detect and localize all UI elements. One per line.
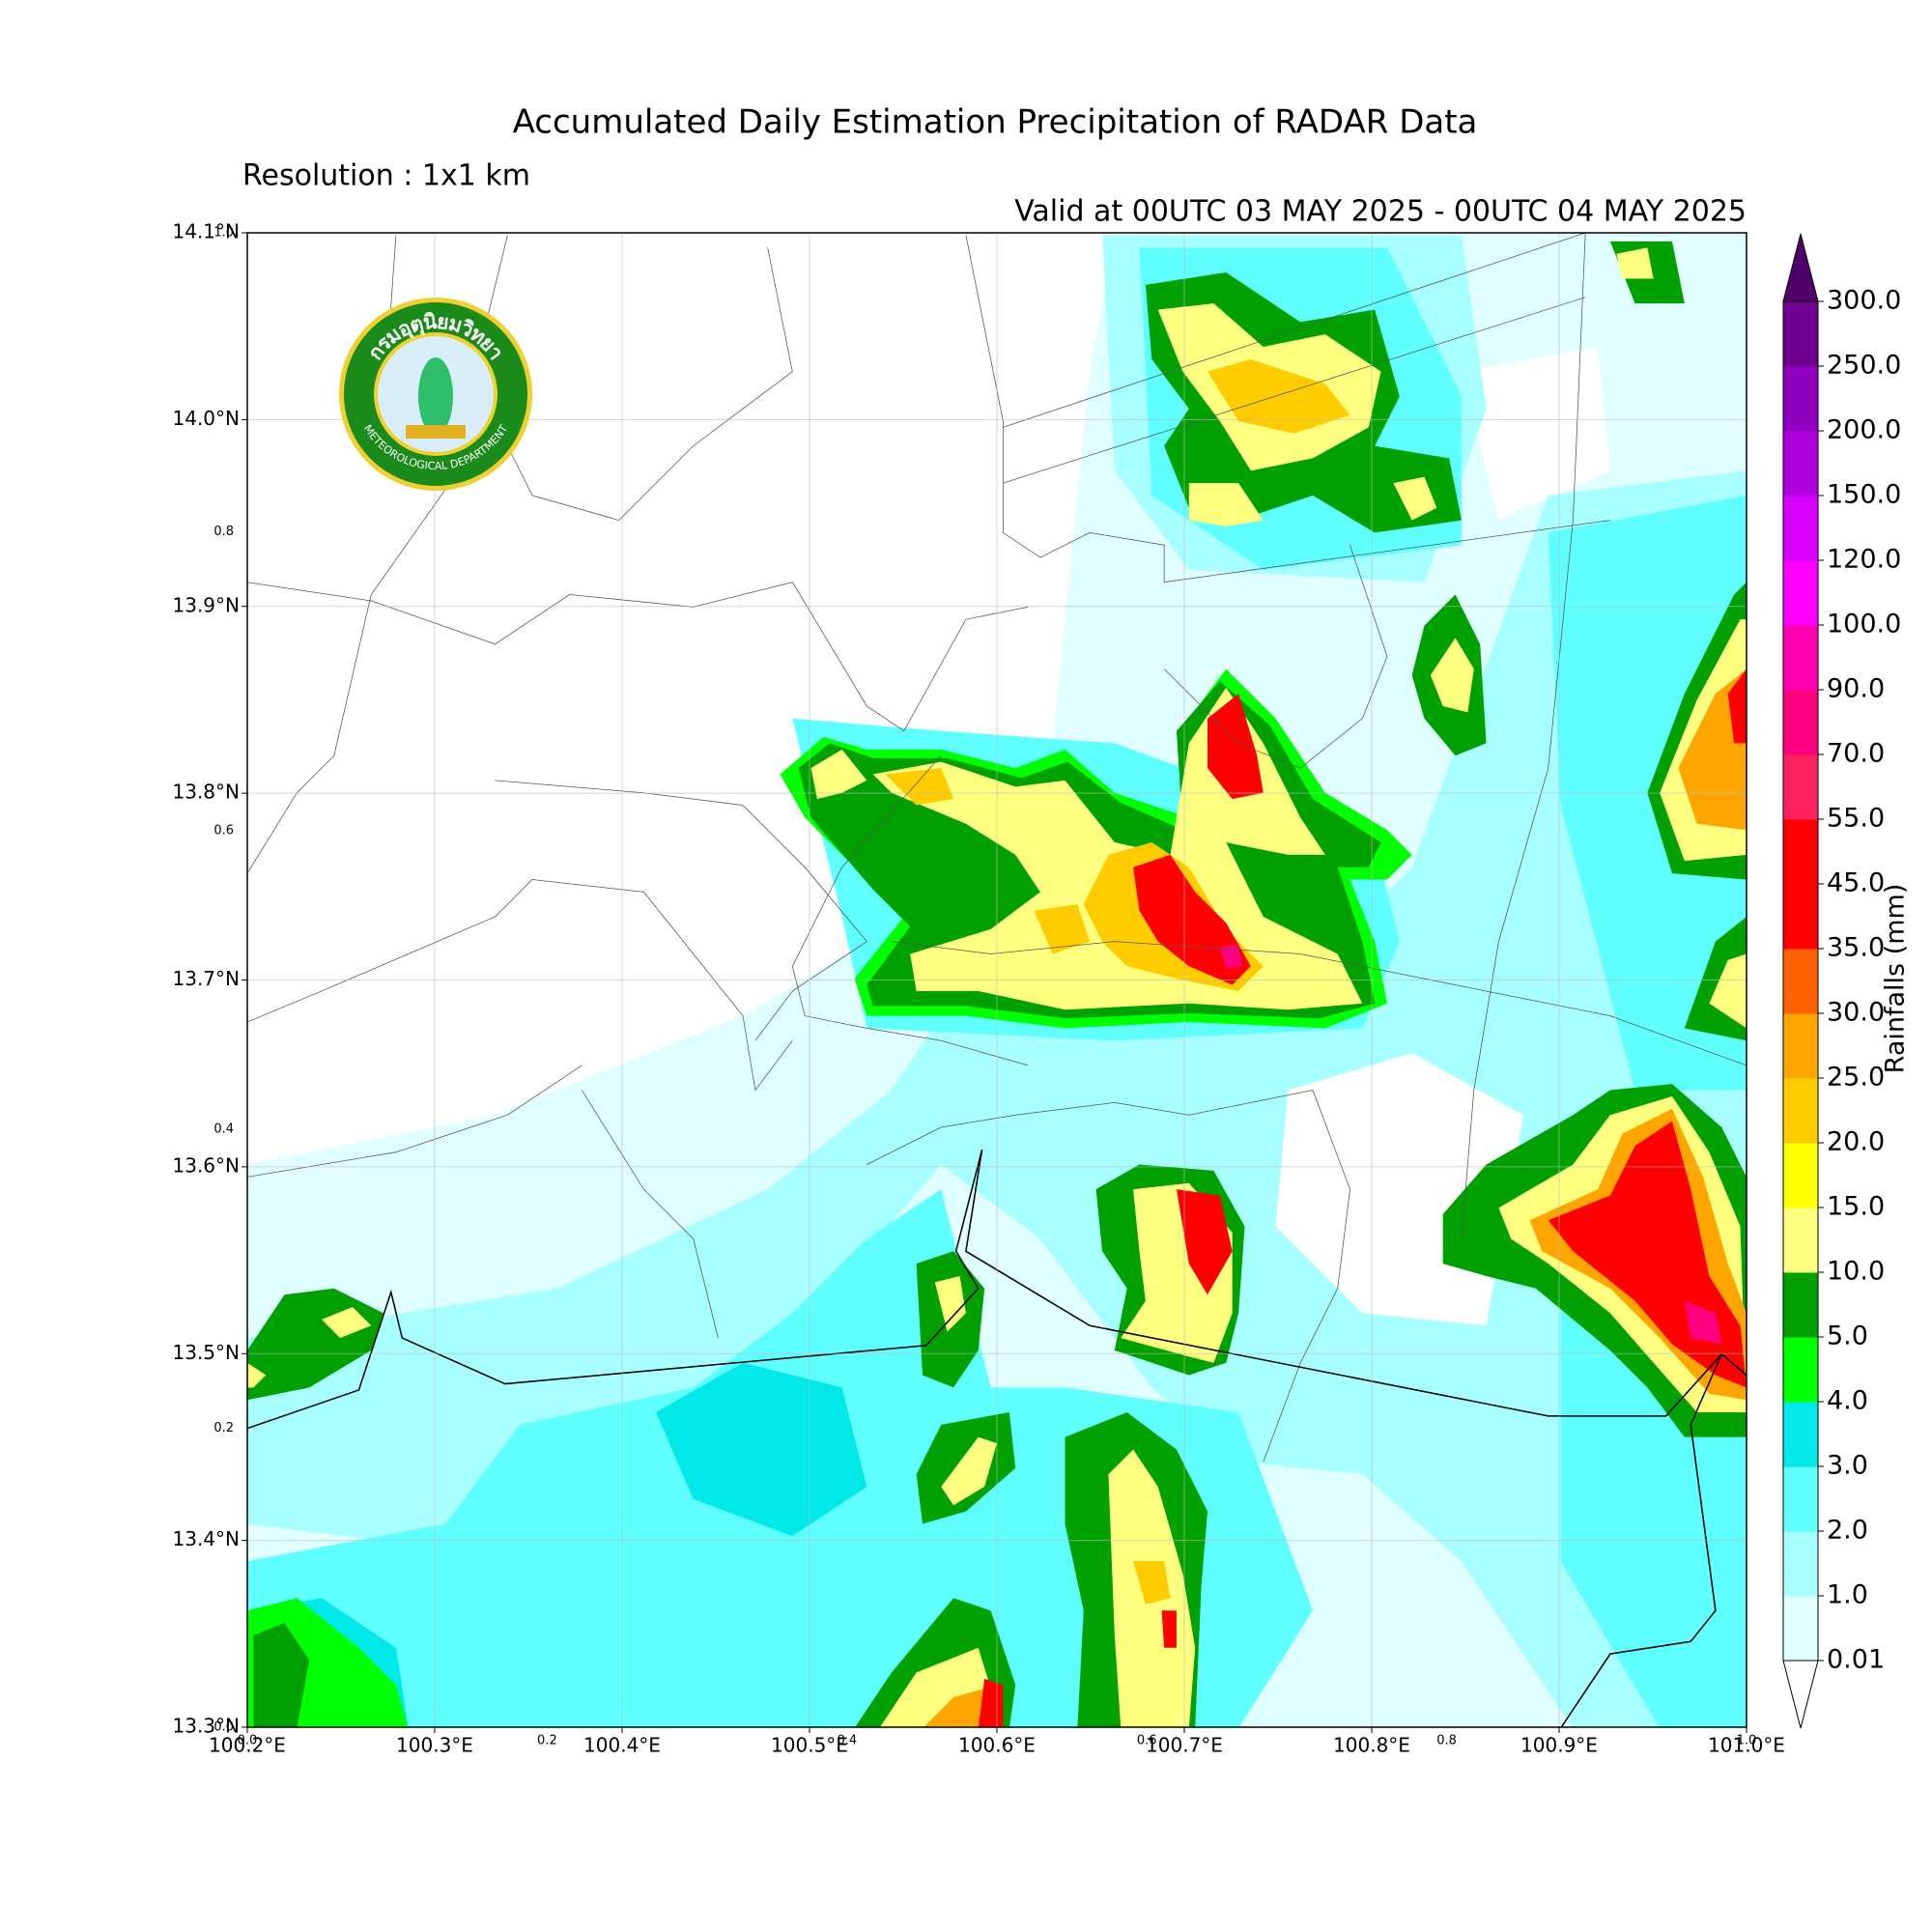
colorbar-label: 120.0 — [1827, 545, 1901, 575]
overlay-y-tick-label: 0.8 — [213, 525, 234, 539]
colorbar-segment — [1783, 1596, 1818, 1662]
overlay-x-tick-label: 0.0 — [238, 1734, 258, 1748]
x-tick-label: 100.7°E — [1146, 1734, 1223, 1757]
overlay-x-tick-label: 1.0 — [1737, 1734, 1757, 1748]
colorbar-label: 45.0 — [1827, 868, 1885, 898]
plot-frame — [246, 232, 1747, 1728]
x-tick-label: 100.9°E — [1520, 1734, 1598, 1757]
colorbar-label: 10.0 — [1827, 1257, 1885, 1287]
resolution: Resolution : 1x1 km — [242, 159, 530, 193]
colorbar-segment — [1783, 1402, 1818, 1467]
x-tick-label: 100.4°E — [583, 1734, 661, 1757]
colorbar-segment — [1783, 1337, 1818, 1403]
y-tick-label: 13.8°N — [173, 781, 241, 804]
colorbar-segment — [1783, 560, 1818, 626]
colorbar-segment — [1783, 1531, 1818, 1597]
colorbar-segment — [1783, 431, 1818, 497]
colorbar-segment — [1783, 1208, 1818, 1273]
colorbar-segment — [1783, 884, 1818, 950]
y-tick-label: 13.9°N — [173, 593, 241, 616]
y-tick-label: 13.6°N — [173, 1153, 241, 1177]
colorbar-segment — [1783, 625, 1818, 691]
colorbar-label: 70.0 — [1827, 739, 1885, 769]
colorbar-frame — [1782, 300, 1819, 1662]
y-tick-label: 13.5°N — [173, 1341, 241, 1364]
colorbar-label: 25.0 — [1827, 1063, 1885, 1093]
colorbar-label: 4.0 — [1827, 1386, 1868, 1416]
overlay-x-tick-label: 0.4 — [837, 1734, 857, 1748]
logo-base — [406, 425, 466, 439]
overlay-x-tick-label: 0.8 — [1436, 1734, 1457, 1748]
colorbar-label: 3.0 — [1827, 1451, 1868, 1481]
colorbar-label: 150.0 — [1827, 480, 1901, 510]
y-tick-label: 13.7°N — [173, 967, 241, 990]
x-tick-label: 100.3°E — [396, 1734, 473, 1757]
x-tick-label: 100.6°E — [958, 1734, 1036, 1757]
y-tick-label: 13.3°N — [173, 1715, 241, 1738]
colorbar-label: 100.0 — [1827, 610, 1901, 639]
colorbar-segment — [1783, 1466, 1818, 1532]
colorbar-segment — [1783, 366, 1818, 432]
colorbar-label: 1.0 — [1827, 1580, 1868, 1610]
colorbar-label: 300.0 — [1827, 286, 1901, 316]
grid — [242, 232, 1747, 1733]
colorbar-segment — [1783, 754, 1818, 820]
colorbar-segment — [1783, 496, 1818, 561]
logo-figure — [418, 357, 453, 435]
colorbar-label: 5.0 — [1827, 1321, 1868, 1351]
colorbar-segment — [1783, 690, 1818, 755]
valid-period: Valid at 00UTC 03 MAY 2025 - 00UTC 04 MA… — [1014, 195, 1747, 229]
colorbar-segment — [1783, 819, 1818, 885]
x-tick-label: 100.8°E — [1333, 1734, 1410, 1757]
title: Accumulated Daily Estimation Precipitati… — [513, 103, 1478, 142]
colorbar-segment — [1783, 301, 1818, 367]
overlay-y-tick-label: 0.4 — [213, 1122, 234, 1137]
colorbar-over — [1782, 233, 1819, 302]
colorbar-label: 2.0 — [1827, 1516, 1868, 1546]
colorbar-label: 15.0 — [1827, 1192, 1885, 1222]
colorbar-segment — [1783, 1143, 1818, 1208]
y-tick-label: 14.0°N — [173, 407, 241, 430]
colorbar-title: Rainfalls (mm) — [1881, 884, 1911, 1074]
colorbar-label: 0.01 — [1827, 1645, 1885, 1675]
colorbar-label: 30.0 — [1827, 998, 1885, 1028]
overlay-x-tick-label: 0.6 — [1137, 1734, 1157, 1748]
x-tick-label: 100.2°E — [209, 1734, 286, 1757]
colorbar-label: 35.0 — [1827, 933, 1885, 963]
colorbar-label: 200.0 — [1827, 415, 1901, 445]
colorbar-label: 250.0 — [1827, 351, 1901, 381]
colorbar-label: 90.0 — [1827, 674, 1885, 704]
x-tick-label: 100.5°E — [771, 1734, 848, 1757]
overlay-x-tick-label: 0.2 — [537, 1734, 557, 1748]
colorbar-label: 20.0 — [1827, 1127, 1885, 1157]
colorbar-label: 55.0 — [1827, 804, 1885, 834]
logo: กรมอุตุนิยมวิทยา METEOROLOGICAL DEPARTME… — [339, 298, 532, 491]
colorbar-segment — [1783, 949, 1818, 1014]
x-tick-label: 101.0°E — [1708, 1734, 1785, 1757]
colorbar-segment — [1783, 1272, 1818, 1338]
colorbar — [1782, 233, 1824, 1729]
overlay-y-tick-label: 1.0 — [213, 226, 234, 241]
overlay-y-tick-label: 0.2 — [213, 1421, 234, 1435]
colorbar-segment — [1783, 1078, 1818, 1144]
colorbar-segment — [1783, 1013, 1818, 1079]
colorbar-under — [1782, 1660, 1819, 1729]
overlay-y-tick-label: 0.6 — [213, 823, 234, 838]
overlay-y-tick-label: 0.0 — [213, 1720, 234, 1735]
y-tick-label: 14.1°N — [173, 220, 241, 243]
y-tick-label: 13.4°N — [173, 1527, 241, 1550]
